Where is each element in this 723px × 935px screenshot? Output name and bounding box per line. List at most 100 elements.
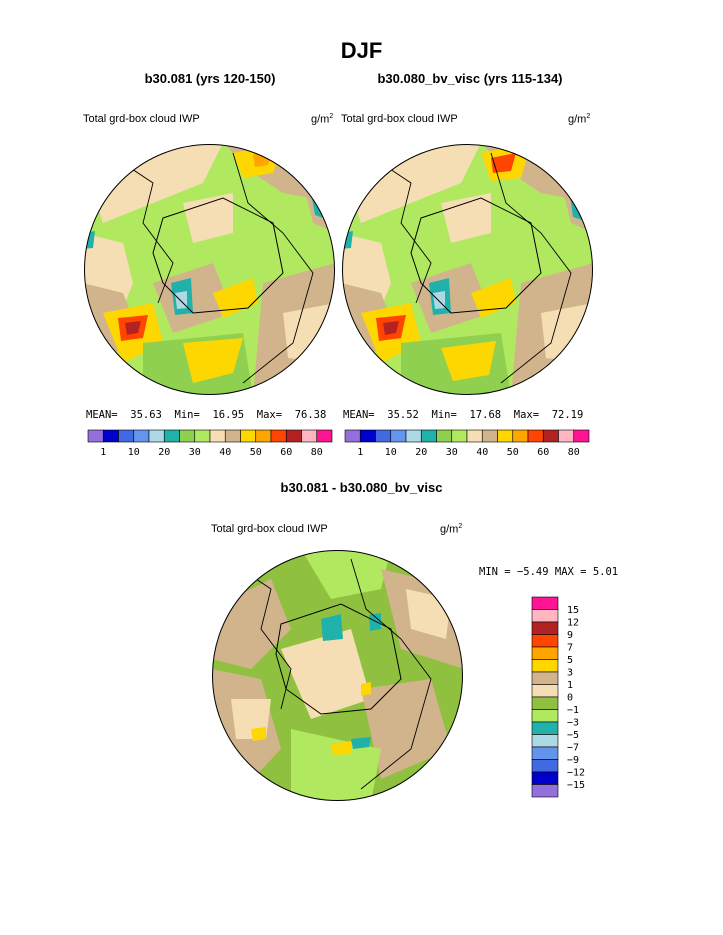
polar-map-1 <box>84 144 335 395</box>
diff-colorbar-tick-label: 7 <box>567 643 573 654</box>
diff-colorbar-swatch <box>531 746 559 760</box>
colorbar-tick-label: 40 <box>219 447 231 458</box>
diff-colorbar-tick-label: −15 <box>567 780 585 791</box>
diff-colorbar-tick-label: 12 <box>567 618 579 629</box>
diff-colorbar-swatch <box>531 646 559 660</box>
panel-1-mean-label: MEAN= <box>86 409 118 421</box>
colorbar-swatch <box>405 429 422 443</box>
colorbar-tick-label: 1 <box>100 447 106 458</box>
diff-colorbar-swatch <box>531 621 559 635</box>
diff-colorbar-tick-label: −7 <box>567 743 579 754</box>
diff-colorbar-tick-label: 5 <box>567 655 573 666</box>
panel-1-max-label: Max= <box>256 409 283 421</box>
colorbar-2: 1 10 20 30 40 50 60 80 <box>344 429 590 458</box>
page-title: DJF <box>340 38 383 63</box>
colorbar-tick-label: 40 <box>476 447 488 458</box>
colorbar-swatch <box>497 429 514 443</box>
diff-max: 5.01 <box>592 566 619 578</box>
colorbar-tick-label: 10 <box>385 447 397 458</box>
colorbar-swatch <box>209 429 226 443</box>
panel-1-mean: 35.63 <box>130 409 162 421</box>
diff-colorbar-swatch <box>531 659 559 673</box>
panel-2-min-label: Min= <box>431 409 457 421</box>
colorbar-tick-label: 10 <box>128 447 140 458</box>
colorbar-tick-label: 20 <box>158 447 170 458</box>
diff-min: −5.49 <box>516 566 549 578</box>
diff-colorbar-swatch <box>531 684 559 698</box>
colorbar-swatch <box>316 429 333 443</box>
colorbar-tick-label: 60 <box>280 447 292 458</box>
diff-colorbar-tick-label: 1 <box>567 680 573 691</box>
colorbar-swatch <box>542 429 559 443</box>
diff-stats: MIN = −5.49 MAX = 5.01 <box>479 566 709 578</box>
colorbar-swatch <box>466 429 483 443</box>
diff-colorbar-swatch <box>531 734 559 748</box>
colorbar-swatch <box>255 429 272 443</box>
colorbar-swatch <box>194 429 211 443</box>
colorbar-tick-label: 50 <box>507 447 519 458</box>
diff-colorbar-swatch <box>531 759 559 773</box>
diff-colorbar-tick-label: 3 <box>567 668 573 679</box>
colorbar-swatch <box>270 429 287 443</box>
colorbar-swatch <box>558 429 575 443</box>
diff-variable: Total grd-box cloud IWP <box>211 523 328 535</box>
diff-colorbar-tick-label: −1 <box>567 705 579 716</box>
diff-colorbar-swatch <box>531 696 559 710</box>
colorbar-swatch <box>301 429 318 443</box>
colorbar-tick-label: 80 <box>311 447 323 458</box>
colorbar-swatch <box>224 429 241 443</box>
colorbar-swatch <box>359 429 376 443</box>
colorbar-swatch <box>163 429 180 443</box>
colorbar-swatch <box>102 429 119 443</box>
panel-1-min-label: Min= <box>174 409 200 421</box>
panel-2-case-label: b30.080_bv_visc (yrs 115-134) <box>377 71 563 86</box>
colorbar-swatch <box>344 429 361 443</box>
colorbar-swatch <box>436 429 453 443</box>
diff-colorbar-tick-label: −12 <box>567 768 585 779</box>
colorbar-tick-label: 20 <box>415 447 427 458</box>
colorbar-tick-label: 30 <box>446 447 458 458</box>
panel-2-min: 17.68 <box>469 409 502 421</box>
panel-1-variable: Total grd-box cloud IWP <box>83 113 200 125</box>
diff-colorbar-swatch <box>531 671 559 685</box>
diff-colorbar-swatch <box>531 634 559 648</box>
panel-1-stats: MEAN= 35.63 Min= 16.95 Max= 76.38 <box>86 409 336 421</box>
diff-colorbar-swatch <box>531 771 559 785</box>
panel-1-max: 76.38 <box>294 409 327 421</box>
diff-colorbar-tick-label: 0 <box>567 693 573 704</box>
diff-case-label: b30.081 - b30.080_bv_visc <box>280 480 443 495</box>
colorbar-swatch <box>573 429 590 443</box>
colorbar-1: 1 10 20 30 40 50 60 80 <box>87 429 333 458</box>
diff-colorbar-swatch <box>531 596 559 610</box>
diff-min-label: MIN = <box>479 566 511 578</box>
diff-colorbar-tick-label: 15 <box>567 605 579 616</box>
diff-colorbar: 15 129 75 31 0−1 −3−5 −7−9 −12−15 <box>531 596 585 798</box>
diff-units: g/m2 <box>440 523 463 536</box>
polar-map-diff <box>212 550 463 801</box>
panel-2-max: 72.19 <box>551 409 584 421</box>
diff-colorbar-tick-label: −3 <box>567 718 579 729</box>
colorbar-tick-label: 50 <box>250 447 262 458</box>
colorbar-swatch <box>87 429 104 443</box>
panel-2-units: g/m2 <box>568 113 591 126</box>
colorbar-tick-label: 30 <box>189 447 201 458</box>
panel-2-mean-label: MEAN= <box>343 409 375 421</box>
panel-1-case-label: b30.081 (yrs 120-150) <box>144 71 276 86</box>
colorbar-swatch <box>240 429 257 443</box>
diff-colorbar-swatch <box>531 721 559 735</box>
colorbar-swatch <box>420 429 437 443</box>
colorbar-swatch <box>118 429 135 443</box>
colorbar-tick-label: 60 <box>537 447 549 458</box>
polar-map-2 <box>342 144 593 395</box>
colorbar-swatch <box>390 429 407 443</box>
colorbar-swatch <box>179 429 196 443</box>
panel-2-variable: Total grd-box cloud IWP <box>341 113 458 125</box>
diff-colorbar-tick-label: 9 <box>567 630 573 641</box>
diff-colorbar-tick-label: −5 <box>567 730 579 741</box>
colorbar-swatch <box>481 429 498 443</box>
panel-2-max-label: Max= <box>513 409 540 421</box>
colorbar-swatch <box>133 429 150 443</box>
diff-colorbar-tick-label: −9 <box>567 755 579 766</box>
panel-2-mean: 35.52 <box>387 409 419 421</box>
colorbar-swatch <box>512 429 529 443</box>
